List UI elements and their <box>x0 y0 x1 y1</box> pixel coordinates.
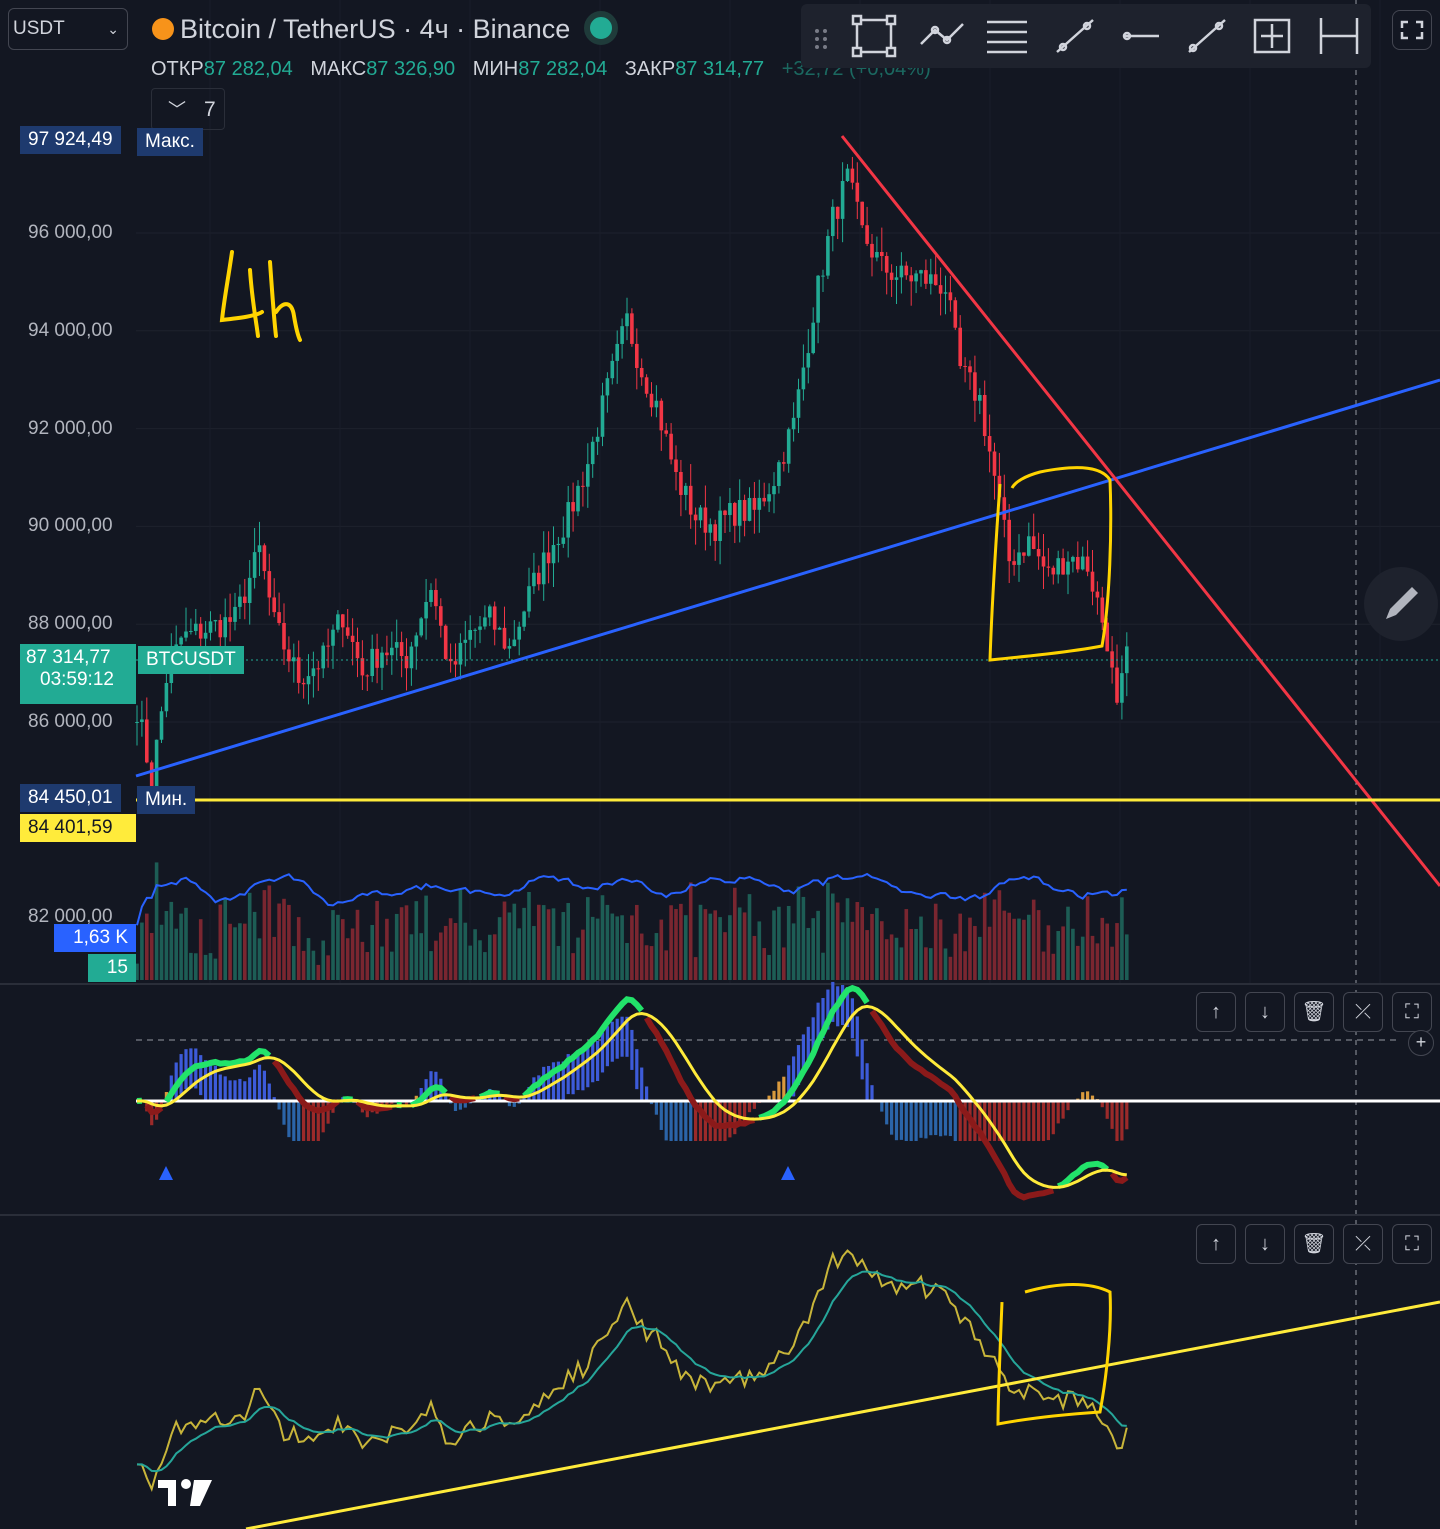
quote-currency-select[interactable]: USDT ⌄ <box>8 8 128 50</box>
last-price-value: 87 314,77 <box>26 647 111 668</box>
price-range-tool-icon[interactable] <box>1253 18 1291 54</box>
delete-pane-button[interactable]: 🗑 <box>1294 992 1334 1032</box>
volume-bars <box>135 862 1129 980</box>
min-marker-label: Мин. <box>137 786 196 814</box>
maximize-icon: ⛶ <box>1405 1233 1419 1255</box>
symbol-title[interactable]: Bitcoin / TetherUS · 4ч · Binance <box>152 11 619 48</box>
price-tick: 82 000,00 <box>28 906 113 927</box>
chevron-down-icon: ⌄ <box>107 21 119 37</box>
trash-icon: 🗑 <box>1301 1233 1327 1255</box>
move-pane-up-button[interactable]: ↑ <box>1196 992 1236 1032</box>
price-tick: 96 000,00 <box>28 222 113 243</box>
date-range-tool-icon[interactable] <box>1319 18 1359 54</box>
move-pane-up-button[interactable]: ↑ <box>1196 1224 1236 1264</box>
rectangle-tool-icon[interactable] <box>851 14 897 58</box>
fullscreen-icon <box>1400 20 1424 40</box>
path-tool-icon[interactable] <box>920 23 964 45</box>
buy-signal-arrow-1 <box>159 1166 173 1180</box>
volume-value-label: 1,63 K <box>54 924 136 952</box>
tradingview-logo-icon <box>158 1479 212 1506</box>
collapse-pane-button[interactable]: ⤫ <box>1343 1224 1383 1264</box>
horizontal-line-price-label: 84 401,59 <box>20 814 136 842</box>
arrow-up-icon: ↑ <box>1211 1001 1221 1023</box>
arrow-down-icon: ↓ <box>1260 1233 1270 1255</box>
max-price-label: 97 924,49 <box>20 126 121 154</box>
horizontal-ray-tool-icon[interactable] <box>1122 31 1159 41</box>
trash-icon: 🗑 <box>1301 1001 1327 1023</box>
bar-countdown: 03:59:12 <box>40 669 114 690</box>
trend-line-tool-icon[interactable] <box>1056 19 1094 53</box>
buy-signal-arrow-2 <box>781 1166 795 1180</box>
maximize-pane-button[interactable]: ⛶ <box>1392 1224 1432 1264</box>
ray-tool-icon[interactable] <box>1188 19 1226 53</box>
oscillator-pane <box>0 1214 1440 1529</box>
add-pane-button[interactable]: + <box>1408 1030 1434 1056</box>
maximize-pane-button[interactable]: ⛶ <box>1392 992 1432 1032</box>
volume-ma-label: 15 <box>88 954 136 982</box>
volume-ma-line <box>136 872 1127 926</box>
move-pane-down-button[interactable]: ↓ <box>1245 1224 1285 1264</box>
hand-drawn-box-price <box>988 466 1113 662</box>
oscillator-trendline-yellow <box>245 1300 1440 1529</box>
drawing-mode-button[interactable] <box>1364 567 1438 641</box>
price-tick: 94 000,00 <box>28 320 113 341</box>
hand-drawn-box-oscillator <box>996 1283 1112 1426</box>
collapse-icon: ⤫ <box>1355 1233 1371 1255</box>
arrow-down-icon: ↓ <box>1260 1001 1270 1023</box>
price-tick: 90 000,00 <box>28 515 113 536</box>
price-tick: 92 000,00 <box>28 418 113 439</box>
pencil-icon <box>1386 587 1418 619</box>
indicators-count: 7 <box>204 98 216 121</box>
collapse-icon: ⤫ <box>1355 1001 1371 1023</box>
macd-pane <box>0 981 1440 1201</box>
collapse-pane-button[interactable]: ⤫ <box>1343 992 1383 1032</box>
chevron-down-icon: ﹀ <box>168 100 186 120</box>
plus-icon: + <box>1415 1032 1427 1052</box>
maximize-icon: ⛶ <box>1405 1001 1419 1023</box>
last-price-symbol-tag: BTCUSDT <box>138 646 244 674</box>
delete-pane-button[interactable]: 🗑 <box>1294 1224 1334 1264</box>
indicators-collapse-button[interactable]: ﹀ 7 <box>151 88 225 130</box>
parallel-channel-tool-icon[interactable] <box>987 20 1027 54</box>
fullscreen-button[interactable] <box>1392 10 1432 50</box>
move-pane-down-button[interactable]: ↓ <box>1245 992 1285 1032</box>
hand-written-4h <box>219 250 302 342</box>
symbol-title-text: Bitcoin / TetherUS · 4ч · Binance <box>180 14 571 45</box>
price-grid <box>136 0 1440 984</box>
price-tick: 86 000,00 <box>28 711 113 732</box>
max-marker-label: Макс. <box>137 128 203 156</box>
arrow-up-icon: ↑ <box>1211 1233 1221 1255</box>
price-tick: 88 000,00 <box>28 613 113 634</box>
trendline-red[interactable] <box>840 135 1440 887</box>
quote-currency-value: USDT <box>13 18 65 39</box>
drawing-tools <box>815 14 1359 58</box>
candlestick-series <box>135 156 1129 804</box>
last-price-badge: 87 314,77 03:59:12 <box>20 644 136 704</box>
trendline-blue[interactable] <box>135 378 1440 778</box>
min-price-label: 84 450,01 <box>20 784 121 812</box>
market-open-status-icon <box>584 11 619 45</box>
bitcoin-icon <box>152 18 174 40</box>
drawing-toolbar <box>801 4 1371 68</box>
